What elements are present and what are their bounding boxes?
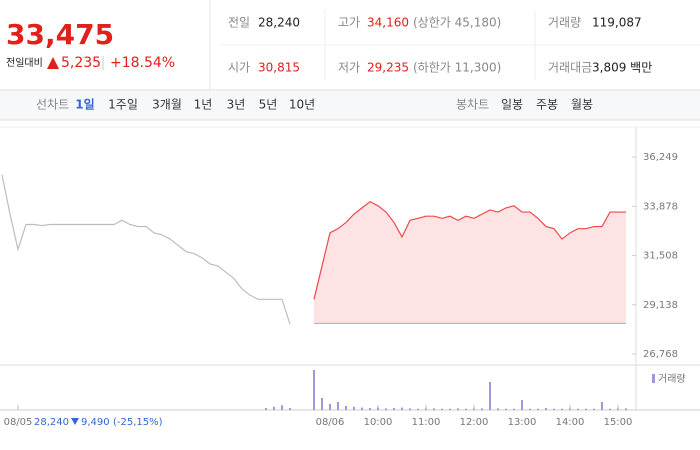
volume-bar [441,408,443,410]
volume-bar [361,407,363,410]
y-tick-label: 26,768 [643,349,678,360]
tab-group-label: 봉차트 [456,98,489,112]
stat-label: 거래량 [548,16,581,30]
volume-bar [369,408,371,410]
volume-bar [601,402,603,410]
stat-value: 119,087 [592,16,642,30]
volume-bar [529,408,531,410]
price-line [313,200,626,300]
volume-bar [521,400,523,410]
volume-bar [617,408,619,410]
volume-bar [409,408,411,410]
legend-swatch [652,374,655,383]
volume-bar [313,370,315,410]
tab[interactable]: 일봉 [501,98,523,112]
volume-bar [289,408,291,410]
volume-bar [497,408,499,410]
volume-bar [273,406,275,410]
change: 5,235 [61,55,101,71]
tab[interactable]: 1년 [194,98,213,112]
y-tick-label: 36,249 [643,152,678,163]
tab[interactable]: 주봉 [536,98,558,112]
tab[interactable]: 1주일 [108,98,138,112]
x-tick-label: 12:00 [460,417,489,428]
volume-bar [265,408,267,410]
volume-bar [329,404,331,410]
volume-bar [433,408,435,410]
x-tick-label: 14:00 [556,417,585,428]
volume-bar [489,382,491,410]
change-label: 전일대비 [6,57,43,69]
prev-close: 28,240 [34,417,69,428]
volume-bar [537,408,539,410]
up-icon [47,57,59,69]
volume-bar [513,408,515,410]
volume-bar [385,408,387,410]
prev-change-pct: (-25,15%) [113,417,163,428]
area [314,201,626,324]
tab-group-label: 선차트 [36,98,69,112]
volume-bar [393,408,395,410]
volume-bar [417,408,419,410]
volume-bar [457,408,459,410]
stat-value: 34,160 [367,16,409,30]
volume-bar [337,402,339,410]
volume-bar [609,408,611,410]
volume-bar [401,407,403,410]
x-tick-label: 11:00 [412,417,441,428]
x-tick-label: 08/05 [4,417,33,428]
volume-bar [505,408,507,410]
stat-label: 거래대금 [548,61,592,75]
y-tick-label: 31,508 [643,251,678,262]
volume-bar [553,408,555,410]
volume-bar [473,408,475,410]
volume-bar [345,406,347,410]
x-tick-label: 08/06 [316,417,345,428]
tab[interactable]: 3년 [227,98,246,112]
volume-bar [569,408,571,410]
stat-label: 고가 [338,16,360,30]
tab[interactable]: 10년 [289,98,315,112]
stat-label: 전일 [228,16,250,30]
change-pct: +18.54% [110,55,175,71]
volume-bar [465,408,467,410]
y-tick-label: 33,878 [643,201,678,212]
volume-bar [561,408,563,410]
tab[interactable]: 1일 [75,98,94,112]
tab-bar [0,91,700,120]
x-tick-label: 13:00 [508,417,537,428]
volume-bar [425,408,427,410]
down-icon [71,418,79,425]
stat-label: 저가 [338,61,360,75]
tab[interactable]: 월봉 [571,98,593,112]
volume-bar [321,398,323,410]
stat-value: 30,815 [258,61,300,75]
legend-label: 거래량 [658,373,686,385]
volume-bar [585,408,587,410]
stat-value: 28,240 [258,16,300,30]
stat-note: (하한가 11,300) [413,61,501,75]
volume-bar [577,408,579,410]
y-tick-label: 29,138 [643,300,678,311]
tab[interactable]: 3개월 [152,98,182,112]
volume-bar [281,405,283,410]
volume-bar [625,408,627,410]
price-line [1,174,291,325]
volume-bar [545,408,547,410]
volume-bar [449,408,451,410]
tab[interactable]: 5년 [259,98,278,112]
x-tick-label: 10:00 [364,417,393,428]
volume-bar [353,406,355,410]
volume-bar [377,407,379,410]
price: 33,475 [6,18,114,51]
stat-value: 3,809 백만 [592,61,652,75]
stat-note: (상한가 45,180) [413,16,501,30]
stat-value: 29,235 [367,61,409,75]
x-tick-label: 15:00 [604,417,633,428]
prev-change: 9,490 [81,417,110,428]
stat-label: 시가 [228,61,250,75]
volume-bar [593,408,595,410]
volume-bar [481,408,483,410]
